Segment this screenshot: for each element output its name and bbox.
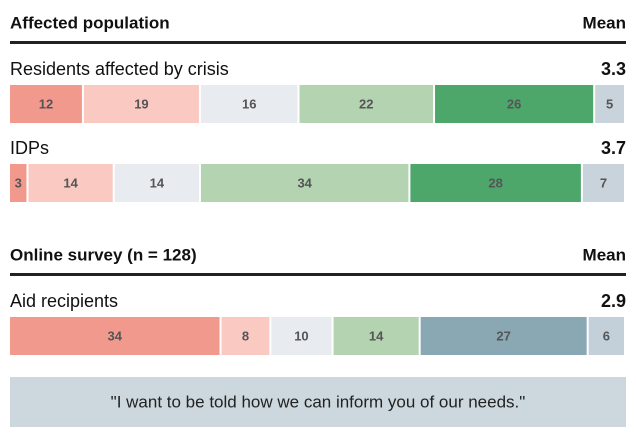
segment-label: 8 — [242, 328, 249, 343]
segment-label: 16 — [242, 96, 256, 111]
bar-segment — [200, 85, 298, 123]
quote: "I want to be told how we can inform you… — [111, 392, 526, 411]
segment-label: 5 — [606, 96, 613, 111]
section-title: Affected population — [10, 13, 170, 32]
bar-segment — [83, 85, 199, 123]
bar-segment — [10, 317, 220, 355]
segment-label: 7 — [600, 175, 607, 190]
section-title: Online survey (n = 128) — [10, 245, 197, 264]
mean-value: 2.9 — [601, 291, 626, 311]
header-rule — [10, 41, 626, 44]
bar-segment — [221, 317, 270, 355]
bar-segment — [595, 85, 624, 123]
bar-segment — [271, 317, 332, 355]
row-label: IDPs — [10, 138, 49, 158]
bar-segment — [410, 164, 581, 202]
bar-segment — [28, 164, 113, 202]
bar-segment — [420, 317, 587, 355]
mean-header: Mean — [583, 245, 626, 264]
segment-label: 34 — [297, 175, 312, 190]
bar-segment — [299, 85, 434, 123]
quote-box — [10, 377, 626, 427]
bar-segment — [10, 164, 27, 202]
bar-segment — [582, 164, 624, 202]
header-rule — [10, 273, 626, 276]
row-label: Residents affected by crisis — [10, 59, 229, 79]
segment-label: 26 — [507, 96, 521, 111]
segment-label: 22 — [359, 96, 373, 111]
segment-label: 27 — [496, 328, 510, 343]
row-label: Aid recipients — [10, 291, 118, 311]
bar-segment — [114, 164, 199, 202]
segment-label: 3 — [15, 175, 22, 190]
segment-label: 19 — [134, 96, 148, 111]
segment-label: 14 — [63, 175, 78, 190]
mean-value: 3.7 — [601, 138, 626, 158]
mean-header: Mean — [583, 13, 626, 32]
mean-value: 3.3 — [601, 59, 626, 79]
segment-label: 28 — [488, 175, 502, 190]
segment-label: 12 — [39, 96, 53, 111]
segment-label: 14 — [369, 328, 384, 343]
bar-segment — [588, 317, 624, 355]
segment-label: 14 — [150, 175, 165, 190]
bar-segment — [333, 317, 419, 355]
bar-segment — [200, 164, 409, 202]
segment-label: 10 — [294, 328, 308, 343]
segment-label: 6 — [603, 328, 610, 343]
segment-label: 34 — [108, 328, 123, 343]
bar-segment — [435, 85, 594, 123]
bar-segment — [10, 85, 82, 123]
